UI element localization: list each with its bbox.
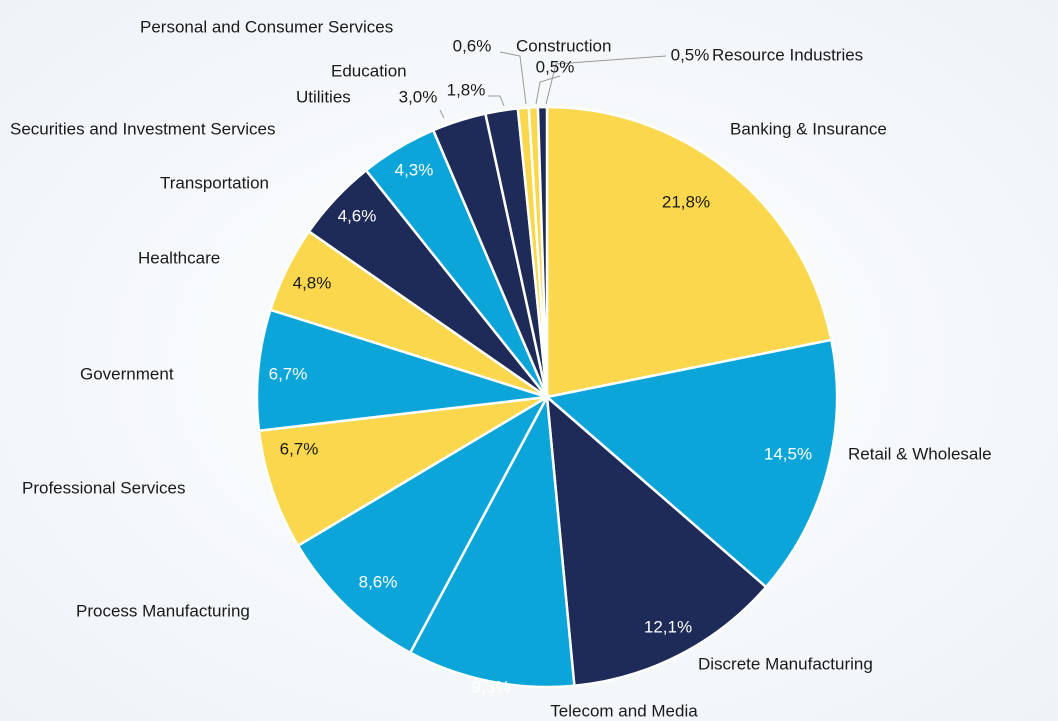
value-label: 14,5% xyxy=(764,444,812,463)
value-label: 3,0% xyxy=(399,87,438,106)
category-label: Telecom and Media xyxy=(550,701,698,720)
value-label: 4,6% xyxy=(338,206,377,225)
pie-slice xyxy=(536,105,549,398)
leader-line xyxy=(535,75,561,105)
leader-line xyxy=(439,109,445,119)
leader-line xyxy=(499,51,527,105)
pie-slice xyxy=(545,394,768,688)
value-label: 6,7% xyxy=(280,439,319,458)
category-label: Banking & Insurance xyxy=(730,119,887,138)
value-label: 4,3% xyxy=(395,160,434,179)
pie-slice xyxy=(255,308,548,433)
category-label: Transportation xyxy=(160,173,269,192)
category-label: Process Manufacturing xyxy=(76,601,250,620)
category-label: Discrete Manufacturing xyxy=(698,654,873,673)
value-label: 1,8% xyxy=(447,80,486,99)
value-label: 8,6% xyxy=(359,572,398,591)
leader-line xyxy=(545,55,667,105)
value-label: 9,3% xyxy=(472,677,511,696)
pie-slice xyxy=(408,392,576,689)
category-label: Education xyxy=(331,61,407,80)
category-label: Professional Services xyxy=(22,478,185,497)
category-label: Resource Industries xyxy=(712,45,863,64)
value-label: 6,7% xyxy=(269,364,308,383)
leader-line xyxy=(488,95,505,107)
pie-slice xyxy=(545,105,833,399)
value-label: 0,6% xyxy=(453,36,492,55)
category-label: Retail & Wholesale xyxy=(848,444,992,463)
category-label: Utilities xyxy=(296,87,351,106)
pie-slice xyxy=(544,338,839,589)
value-label: 0,5% xyxy=(536,57,575,76)
category-label: Securities and Investment Services xyxy=(10,119,276,138)
category-label: Construction xyxy=(516,36,611,55)
category-label: Healthcare xyxy=(138,248,220,267)
pie-slice xyxy=(257,395,548,548)
value-label: 21,8% xyxy=(662,192,710,211)
value-label: 0,5% xyxy=(671,45,710,64)
value-label: 4,8% xyxy=(293,273,332,292)
category-label: Government xyxy=(80,364,174,383)
category-label: Personal and Consumer Services xyxy=(140,17,393,36)
value-label: 12,1% xyxy=(644,617,692,636)
pie-slice xyxy=(296,393,551,655)
